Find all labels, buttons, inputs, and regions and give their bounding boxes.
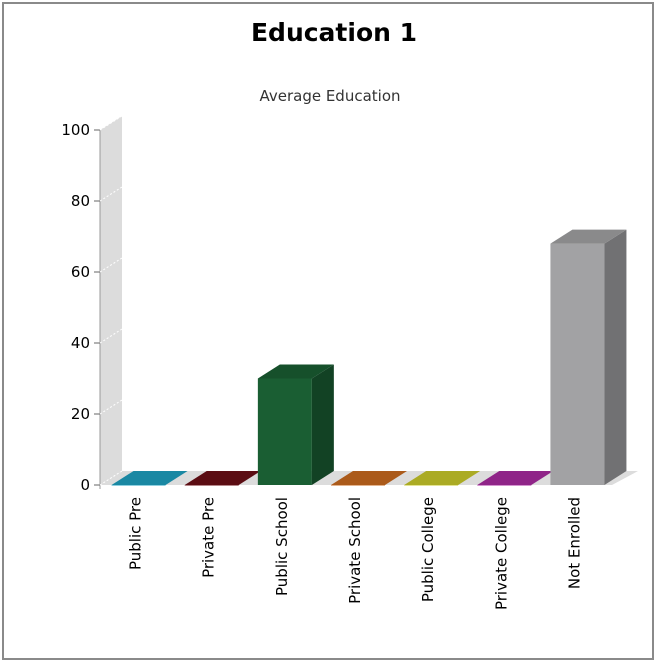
y-gridline <box>99 257 123 273</box>
bar-top <box>477 471 554 485</box>
bar-top <box>111 471 188 485</box>
x-category-label: Public School <box>273 497 291 596</box>
chart-frame: Education 1 Average Education 0 20 40 60 80 1… <box>2 2 654 660</box>
x-category-label: Private College <box>492 497 510 610</box>
x-category-label: Private School <box>346 497 364 604</box>
y-gridline <box>99 186 123 202</box>
y-tick-label: 60 <box>71 263 90 281</box>
bar <box>184 471 261 486</box>
bar-front <box>184 485 239 486</box>
x-category-label: Public College <box>419 497 437 602</box>
bar-front <box>257 378 312 485</box>
y-gridline <box>99 115 123 131</box>
y-tick-label: 80 <box>71 192 90 210</box>
plot-side-wall <box>100 116 122 485</box>
bar-top <box>257 364 334 379</box>
bar <box>331 471 407 486</box>
bar-front <box>404 485 459 486</box>
bar-top <box>184 471 261 485</box>
bar <box>111 471 188 486</box>
bar-front <box>111 485 166 486</box>
y-axis: 0 20 40 60 80 100 <box>61 115 123 494</box>
y-gridline <box>99 328 123 344</box>
y-tick-label: 0 <box>80 476 90 494</box>
x-category-label: Not Enrolled <box>565 497 583 589</box>
bar-side <box>311 364 334 485</box>
bar-top <box>550 229 627 244</box>
bar-side <box>604 229 627 485</box>
chart-svg: Education 1 Average Education 0 20 40 60 80 1… <box>61 18 638 610</box>
bar-front <box>331 485 385 486</box>
bar <box>257 364 334 485</box>
chart-subtitle: Average Education <box>259 87 400 105</box>
bar <box>477 471 554 486</box>
x-category-label: Public Pre <box>127 497 145 570</box>
y-gridline <box>99 470 123 486</box>
bars <box>111 229 627 486</box>
bar-top <box>404 471 481 485</box>
x-category-label: Private Pre <box>200 497 218 578</box>
bar <box>404 471 481 486</box>
bar-front <box>550 243 605 485</box>
x-axis: Public Pre Private Pre Public School Privat… <box>127 497 584 610</box>
y-tick-label: 40 <box>71 334 90 352</box>
bar-top <box>331 471 407 485</box>
chart-title: Education 1 <box>251 18 417 47</box>
y-tick-label: 20 <box>71 405 90 423</box>
bar-front <box>477 485 532 486</box>
y-gridline <box>99 399 123 415</box>
bar <box>550 229 627 485</box>
y-tick-label: 100 <box>61 121 90 139</box>
